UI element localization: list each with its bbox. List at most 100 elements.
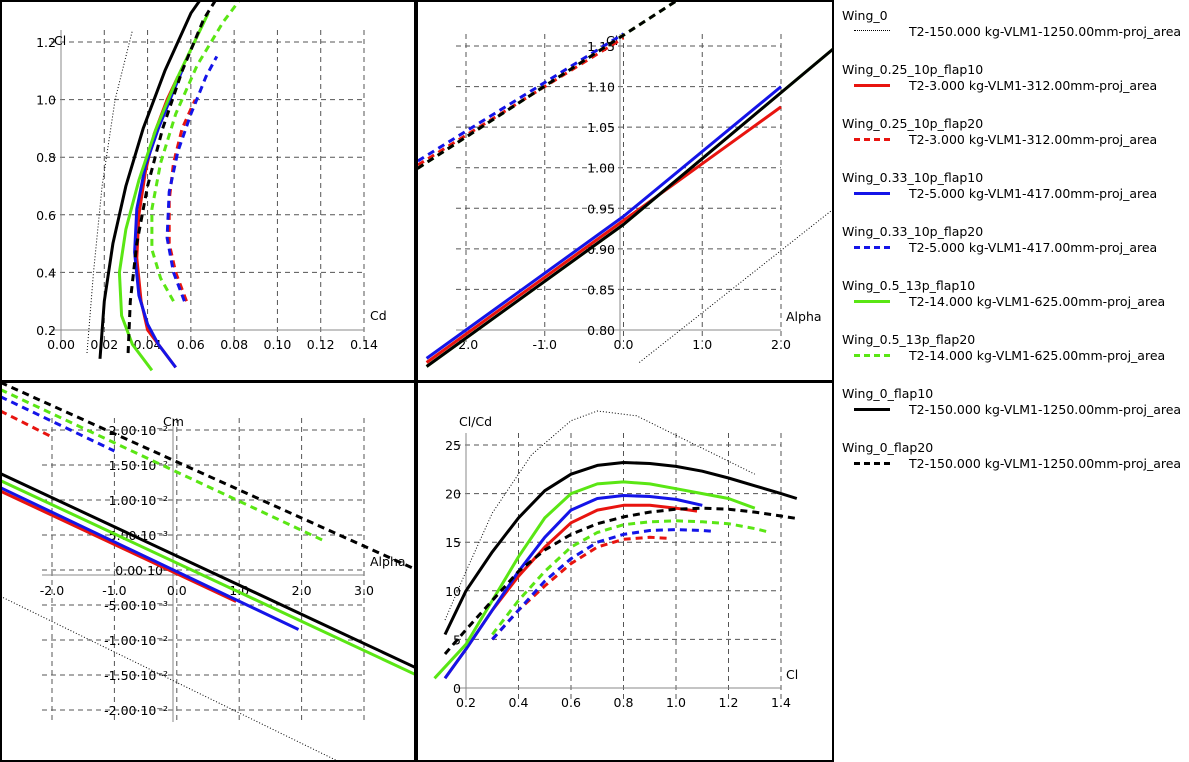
legend-line-swatch <box>854 138 890 141</box>
series-line <box>425 85 782 360</box>
series-line <box>638 209 832 363</box>
legend: Wing_0 T2-150.000 kg-VLM1-1250.00mm-proj… <box>834 0 1189 762</box>
series-line <box>133 64 186 369</box>
legend-series-desc: T2-150.000 kg-VLM1-1250.00mm-proj_area <box>909 402 1182 417</box>
legend-series-name: Wing_0.33_10p_flap10 <box>842 170 984 185</box>
y-tick-label: 1.0 <box>36 93 56 108</box>
legend-line-swatch <box>854 246 890 249</box>
x-tick-label: -1.0 <box>102 583 126 598</box>
series-line <box>444 410 756 621</box>
legend-entry: Wing_0.25_10p_flap10 T2-3.000 kg-VLM1-31… <box>842 62 1187 112</box>
legend-line-swatch <box>854 84 890 87</box>
series-line <box>433 480 756 680</box>
legend-line-swatch <box>854 30 890 31</box>
y-tick-label: -1.50·10⁻² <box>104 668 168 683</box>
y-axis-label: Cl <box>54 33 66 48</box>
legend-entry: Wing_0.25_10p_flap20 T2-3.000 kg-VLM1-31… <box>842 116 1187 166</box>
x-tick-label: 1.2 <box>719 695 739 710</box>
x-tick-label: 0.4 <box>509 695 529 710</box>
y-tick-label: 15 <box>445 535 461 550</box>
series-line <box>2 383 414 571</box>
plot-area: 0.00 0.02 0.04 0.06 0.08 0.10 0.12 0.14 0.2 0.4 0.… <box>0 0 834 762</box>
series-line <box>443 506 800 655</box>
x-tick-label: 0.6 <box>561 695 581 710</box>
series-line <box>491 535 669 641</box>
y-tick-label: 0 <box>453 681 461 696</box>
legend-series-name: Wing_0_flap10 <box>842 386 934 401</box>
x-axis-label: Alpha <box>370 554 406 569</box>
panel-background <box>2 2 414 380</box>
legend-entry: Wing_0.5_13p_flap20 T2-14.000 kg-VLM1-62… <box>842 332 1187 382</box>
y-tick-label: -5.00·10⁻³ <box>104 598 168 613</box>
legend-series-desc: T2-14.000 kg-VLM1-625.00mm-proj_area <box>909 348 1166 363</box>
legend-series-name: Wing_0.25_10p_flap10 <box>842 62 984 77</box>
y-tick-label: 0.4 <box>36 265 56 280</box>
legend-entry: Wing_0_flap20 T2-150.000 kg-VLM1-1250.00… <box>842 440 1187 490</box>
series-line <box>2 388 328 544</box>
legend-series-name: Wing_0.5_13p_flap10 <box>842 278 976 293</box>
legend-series-desc: T2-3.000 kg-VLM1-312.00mm-proj_area <box>909 78 1158 93</box>
y-tick-label: 0.80 <box>587 323 615 338</box>
y-tick-label: 1.05 <box>587 120 615 135</box>
chart-panel-3: -2.0 -1.0 0.0 1.0 2.0 3.02.00·10⁻²1.50·10⁻²1.… <box>2 383 414 760</box>
legend-series-desc: T2-3.000 kg-VLM1-312.00mm-proj_area <box>909 132 1158 147</box>
legend-series-desc: T2-5.000 kg-VLM1-417.00mm-proj_area <box>909 186 1158 201</box>
legend-entry: Wing_0.33_10p_flap20 T2-5.000 kg-VLM1-41… <box>842 224 1187 274</box>
y-tick-label: 25 <box>445 438 461 453</box>
x-tick-label: 3.0 <box>354 583 374 598</box>
panel-background <box>418 383 832 760</box>
series-line <box>2 486 300 631</box>
series-group <box>418 2 832 368</box>
plots-svg: 0.00 0.02 0.04 0.06 0.08 0.10 0.12 0.140.20.40.… <box>2 2 832 760</box>
chart-panel-2: -2.0 -1.0 0.0 1.0 2.00.800.850.900.951.001.0… <box>418 2 832 380</box>
legend-series-desc: T2-150.000 kg-VLM1-1250.00mm-proj_area <box>909 456 1182 471</box>
y-tick-label: 0.00·10⁰ <box>115 563 168 578</box>
x-tick-label: 0.0 <box>167 583 187 598</box>
legend-series-name: Wing_0.5_13p_flap20 <box>842 332 976 347</box>
legend-entry: Wing_0_flap10 T2-150.000 kg-VLM1-1250.00… <box>842 386 1187 436</box>
chart-panel-1: 0.00 0.02 0.04 0.06 0.08 0.10 0.12 0.140.20.40.… <box>2 2 414 380</box>
legend-entry: Wing_0 T2-150.000 kg-VLM1-1250.00mm-proj… <box>842 8 1187 58</box>
x-tick-label: 2.0 <box>292 583 312 598</box>
y-tick-label: 0.95 <box>587 201 615 216</box>
series-line <box>2 490 237 603</box>
series-line <box>418 2 678 170</box>
legend-series-name: Wing_0.33_10p_flap20 <box>842 224 984 239</box>
y-tick-label: 1.2 <box>36 35 56 50</box>
legend-line-swatch <box>854 354 890 357</box>
x-tick-label: 1.0 <box>666 695 686 710</box>
y-tick-label: -2.00·10⁻² <box>104 703 168 718</box>
x-tick-label: 0.06 <box>177 337 205 352</box>
x-tick-label: 2.0 <box>771 337 791 352</box>
legend-entry: Wing_0.33_10p_flap10 T2-5.000 kg-VLM1-41… <box>842 170 1187 220</box>
y-axis-label: Cm <box>163 414 184 429</box>
series-line <box>418 32 625 163</box>
legend-line-swatch <box>854 408 890 411</box>
series-line <box>491 519 771 636</box>
x-tick-label: -2.0 <box>40 583 64 598</box>
series-line <box>2 472 414 669</box>
series-group <box>86 2 241 372</box>
series-line <box>2 479 414 676</box>
legend-line-swatch <box>854 462 890 465</box>
series-line <box>425 105 782 364</box>
x-tick-label: 0.08 <box>220 337 248 352</box>
legend-series-desc: T2-14.000 kg-VLM1-625.00mm-proj_area <box>909 294 1166 309</box>
y-tick-label: 0.8 <box>36 150 56 165</box>
series-line <box>425 47 832 368</box>
y-tick-label: 10 <box>445 584 461 599</box>
y-tick-label: 1.00·10⁻² <box>109 493 168 508</box>
y-axis-label: Cl/Cd <box>459 414 492 429</box>
x-tick-label: 1.4 <box>771 695 791 710</box>
series-group <box>433 410 800 680</box>
series-line <box>443 461 798 636</box>
y-tick-label: 0.2 <box>36 323 56 338</box>
x-tick-label: 0.12 <box>307 337 335 352</box>
series-line <box>167 98 197 302</box>
y-tick-label: 2.00·10⁻² <box>109 423 168 438</box>
y-tick-label: 20 <box>445 487 461 502</box>
legend-line-swatch <box>854 300 890 303</box>
x-axis-label: Cl <box>786 667 798 682</box>
legend-series-name: Wing_0.25_10p_flap20 <box>842 116 984 131</box>
